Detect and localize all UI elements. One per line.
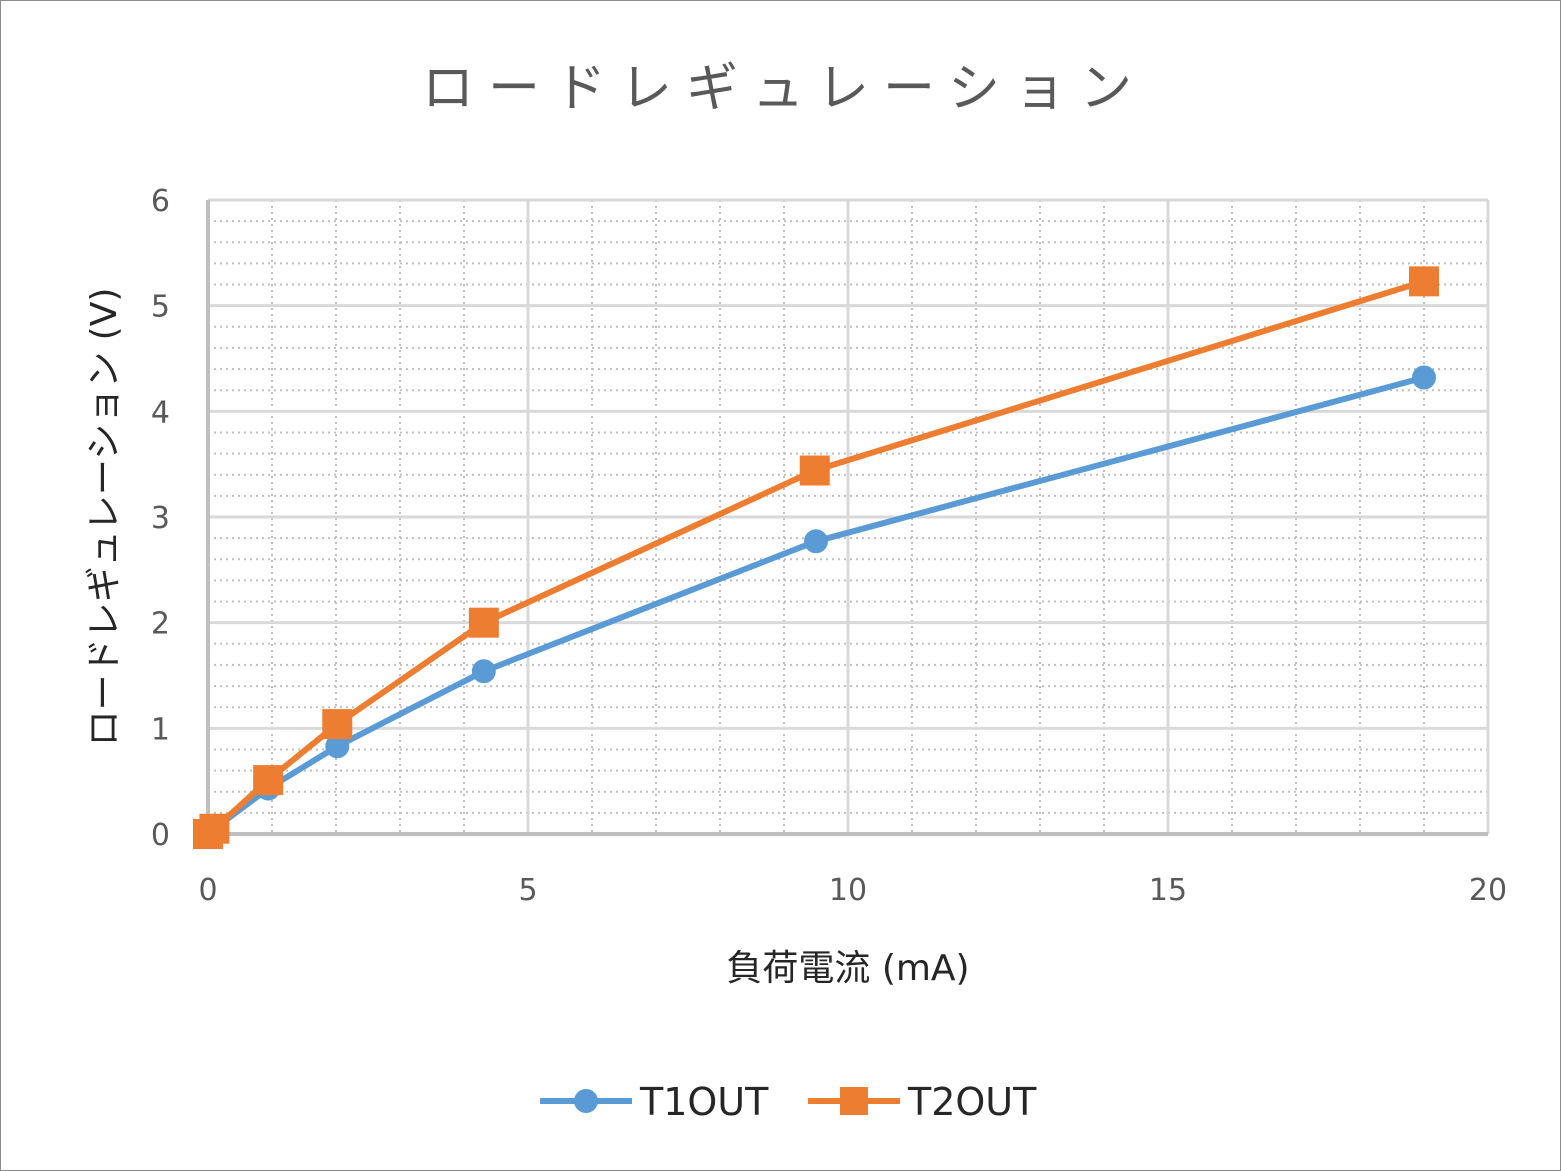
grid bbox=[206, 198, 1490, 836]
legend: T1OUT T2OUT bbox=[540, 1080, 1037, 1124]
y-axis-label: ロードレギュレーション (V) bbox=[84, 288, 125, 747]
series-layer bbox=[193, 266, 1439, 849]
legend-marker-t2out bbox=[840, 1087, 868, 1115]
data-point-t2out bbox=[799, 455, 830, 486]
legend-label-t1out: T1OUT bbox=[639, 1080, 769, 1124]
series-line-t1out bbox=[206, 374, 1425, 837]
legend-marker-t1out bbox=[574, 1089, 598, 1113]
x-axis-ticks: 0 5 10 15 20 bbox=[198, 873, 1507, 908]
data-point-t2out bbox=[1409, 266, 1439, 297]
data-point-t2out bbox=[199, 813, 230, 844]
x-tick-label: 15 bbox=[1149, 873, 1187, 908]
data-point-t2out bbox=[322, 709, 353, 740]
y-tick-label: 6 bbox=[151, 184, 170, 219]
x-tick-label: 0 bbox=[198, 873, 217, 908]
x-axis-label: 負荷電流 (mA) bbox=[726, 948, 969, 989]
x-tick-label: 20 bbox=[1469, 873, 1507, 908]
series-line-t2out bbox=[206, 278, 1425, 837]
y-tick-label: 2 bbox=[151, 607, 170, 642]
data-point-t2out bbox=[468, 607, 499, 638]
data-point-t1out bbox=[804, 529, 828, 554]
y-axis-ticks: 0 1 2 3 4 5 6 bbox=[151, 184, 170, 853]
data-point-t1out bbox=[1412, 365, 1436, 390]
x-tick-label: 5 bbox=[518, 873, 537, 908]
data-point-t2out bbox=[253, 765, 284, 796]
data-point-t1out bbox=[325, 734, 350, 759]
y-tick-label: 3 bbox=[151, 501, 170, 536]
data-point-t1out bbox=[471, 659, 496, 684]
chart-title: ロードレギュレーション bbox=[422, 59, 1146, 119]
y-tick-label: 4 bbox=[151, 395, 170, 430]
y-tick-label: 0 bbox=[151, 818, 170, 853]
legend-label-t2out: T2OUT bbox=[907, 1080, 1037, 1124]
y-tick-label: 5 bbox=[151, 290, 170, 325]
y-tick-label: 1 bbox=[151, 712, 170, 747]
x-tick-label: 10 bbox=[829, 873, 867, 908]
